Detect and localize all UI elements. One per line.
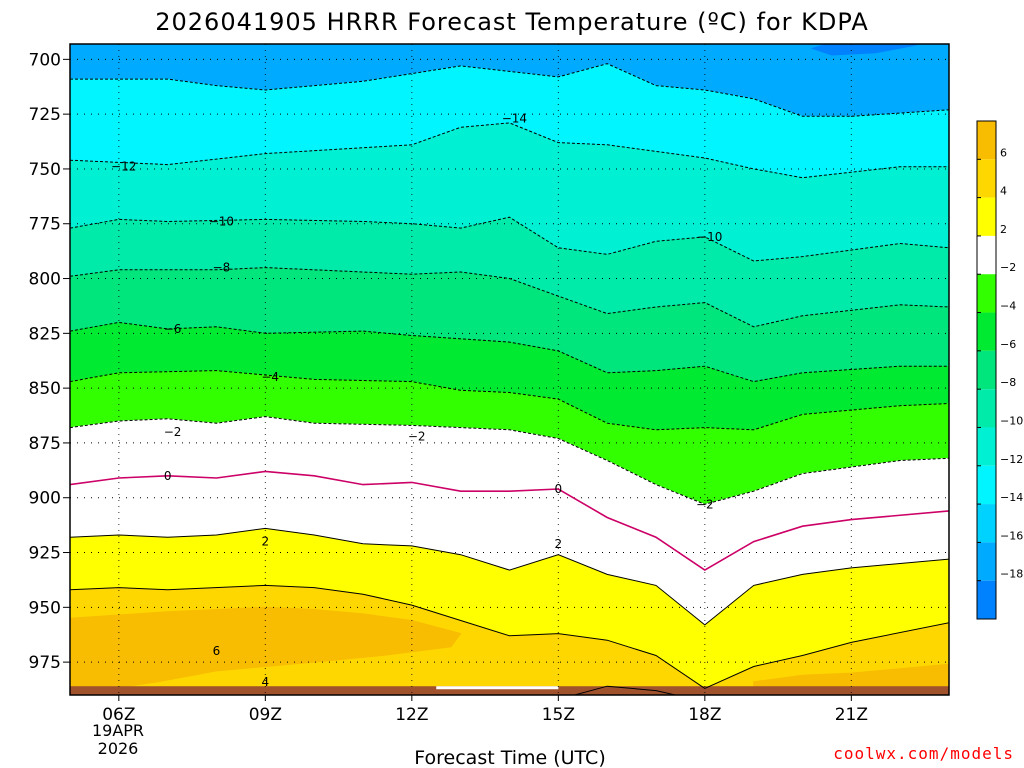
y-tick-label-725: 725 (29, 105, 61, 125)
x-tick-label-12Z: 12Z (395, 705, 428, 725)
contour-label-15: 4 (262, 675, 270, 689)
colorbar-cell-2 (977, 197, 996, 236)
colorbar-label-2: 2 (1000, 223, 1007, 236)
contour-label-5: −6 (164, 322, 182, 336)
colorbar-cell-0 (977, 121, 996, 160)
isotherm-minus2 (70, 416, 949, 505)
colorbar-cell-10 (977, 504, 996, 543)
plot-area: −14 −12 −10 −10 −8 −6 −4 −2 −2 −2 0 0 2 2 6 4 (69, 43, 950, 696)
x-tick-label-21Z: 21Z (835, 705, 868, 725)
isotherm-0 (70, 470, 949, 572)
colorbar-label-7: −10 (1000, 414, 1023, 427)
isotherm-4 (70, 584, 949, 689)
contour-label-2: −10 (209, 215, 234, 229)
isotherm-minus12 (70, 122, 949, 179)
colorbar-cell-7 (977, 389, 996, 428)
y-axis: 700 725 750 775 800 825 850 875 900 925 950 975 (29, 50, 70, 673)
contour-label-6: −4 (261, 370, 279, 384)
contour-label-8: −2 (408, 429, 426, 443)
contour-label-0: −14 (502, 112, 527, 126)
contour-label-1: −12 (111, 160, 136, 174)
isotherm-minus8 (70, 267, 949, 328)
isotherm-6 (572, 685, 678, 695)
x-tick-label-15Z: 15Z (542, 705, 575, 725)
plot-frame (69, 43, 950, 696)
y-tick-label-950: 950 (29, 598, 61, 618)
colorbar-cell-12 (977, 580, 996, 619)
colorbar-label-10: −16 (1000, 529, 1023, 542)
colorbar-label-8: −12 (1000, 453, 1023, 466)
isotherm-minus14 (70, 63, 949, 117)
surface-ground (70, 686, 949, 695)
y-tick-label-700: 700 (29, 50, 61, 70)
y-tick-label-775: 775 (29, 215, 61, 235)
contour-label-11: 0 (555, 482, 563, 496)
x-tick-label-09Z: 09Z (249, 705, 282, 725)
contour-label-9: −2 (696, 497, 714, 511)
colorbar-cell-5 (977, 312, 996, 351)
colorbar-cell-6 (977, 350, 996, 390)
y-tick-label-925: 925 (29, 544, 61, 564)
colorbar-label-9: −14 (1000, 491, 1023, 504)
isotherm-minus10 (70, 216, 949, 262)
y-tick-label-975: 975 (29, 653, 61, 673)
colorbar-label-3: −2 (1000, 261, 1016, 274)
colorbar-cell-3 (977, 235, 996, 275)
contour-label-7: −2 (164, 425, 182, 439)
colorbar-cell-8 (977, 427, 996, 466)
surface-gap (436, 686, 559, 690)
x-axis: 06Z 09Z 12Z 15Z 18Z 21Z (102, 695, 868, 725)
x-axis-label: Forecast Time (UTC) (414, 747, 605, 768)
contour-label-4: −8 (213, 261, 231, 275)
credit-text: coolwx.com/models (833, 744, 1014, 763)
y-tick-label-750: 750 (29, 160, 61, 180)
y-tick-label-850: 850 (29, 379, 61, 399)
colorbar-cell-4 (977, 274, 996, 313)
isotherm-minus6 (70, 321, 949, 383)
isotherm-minus4 (70, 370, 949, 431)
contour-label-14: 6 (213, 644, 221, 658)
x-date-line1: 19APR (92, 721, 144, 740)
colorbar-legend: 6 4 2 −2 −4 −6 −8 −10 −12 −14 −16 −18 (976, 120, 1023, 620)
colorbar-label-4: −4 (1000, 300, 1016, 313)
colorbar-frame (976, 120, 997, 620)
colorbar-label-6: −8 (1000, 376, 1016, 389)
band-below-minus18 (810, 44, 920, 56)
y-tick-label-825: 825 (29, 324, 61, 344)
colorbar-cell-1 (977, 159, 996, 198)
x-date-line2: 2026 (98, 739, 139, 758)
y-tick-label-875: 875 (29, 434, 61, 454)
contour-label-12: 2 (262, 535, 270, 549)
contour-label-10: 0 (164, 469, 172, 483)
y-tick-label-800: 800 (29, 270, 61, 290)
colorbar-cell-9 (977, 465, 996, 505)
x-tick-label-18Z: 18Z (688, 705, 721, 725)
colorbar-cell-11 (977, 542, 996, 581)
chart-title: 2026041905 HRRR Forecast Temperature (ºC… (155, 8, 869, 36)
contour-label-13: 2 (555, 537, 563, 551)
colorbar-label-11: −18 (1000, 568, 1023, 581)
colorbar-label-5: −6 (1000, 338, 1016, 351)
x-tick-label-06Z: 06Z (102, 705, 135, 725)
colorbar-label-0: 6 (1000, 146, 1007, 159)
colorbar-label-1: 4 (1000, 185, 1007, 198)
contour-label-3: −10 (697, 230, 722, 244)
isotherm-2 (70, 527, 949, 626)
y-tick-label-900: 900 (29, 489, 61, 509)
